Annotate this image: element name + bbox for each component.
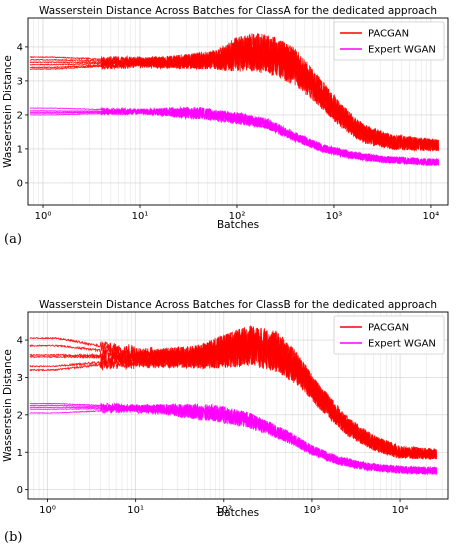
x-tick-label: 10² [215,505,232,516]
y-tick-label: 3 [17,76,23,87]
x-tick-label: 10¹ [132,211,149,222]
y-tick-label: 0 [17,178,23,189]
series-line [29,33,440,152]
panel-label-a: (a) [4,232,22,247]
y-tick-label: 1 [17,144,23,155]
x-axis-label: Batches [217,507,259,519]
x-tick-label: 10³ [326,211,343,222]
y-axis-label: Wasserstein Distance [2,55,14,168]
legend-label: Expert WGAN [368,45,436,56]
x-tick-label: 10⁴ [392,505,409,516]
legend-label: Expert WGAN [368,339,436,350]
series-line [29,107,440,166]
chart-title: Wasserstein Distance Across Batches for … [39,5,437,17]
y-tick-label: 2 [17,410,23,421]
plot-area [29,32,440,167]
x-axis-label: Batches [217,219,259,231]
legend: PACGAN Expert WGAN [333,315,445,355]
legend-label: PACGAN [368,323,409,334]
panel-label-b: (b) [4,530,23,545]
legend: PACGAN Expert WGAN [333,21,445,61]
series-expert-wgan [29,105,440,167]
axes-frame [27,17,449,206]
series-pacgan [29,32,440,152]
x-tick-label: 10⁰ [35,211,52,222]
plot-area [29,325,438,476]
chart-title: Wasserstein Distance Across Batches for … [39,299,437,311]
y-tick-label: 2 [17,110,23,121]
x-tick-label: 10³ [304,505,321,516]
series-line [29,327,437,460]
y-axis-label: Wasserstein Distance [2,349,14,462]
x-tick-label: 10⁰ [39,505,56,516]
x-tick-label: 10¹ [127,505,144,516]
legend-box [333,21,445,61]
axes-frame [27,311,449,500]
x-tick-label: 10² [229,211,246,222]
legend-label: PACGAN [368,29,409,40]
y-tick-label: 3 [17,373,23,384]
x-tick-label: 10⁴ [423,211,440,222]
series-expert-wgan [29,402,438,476]
series-pacgan [29,325,438,460]
y-tick-label: 4 [17,336,23,347]
legend-box [333,315,445,355]
series-line [29,402,438,476]
y-tick-label: 1 [17,448,23,459]
y-tick-label: 0 [17,485,23,496]
y-tick-label: 4 [17,42,23,53]
